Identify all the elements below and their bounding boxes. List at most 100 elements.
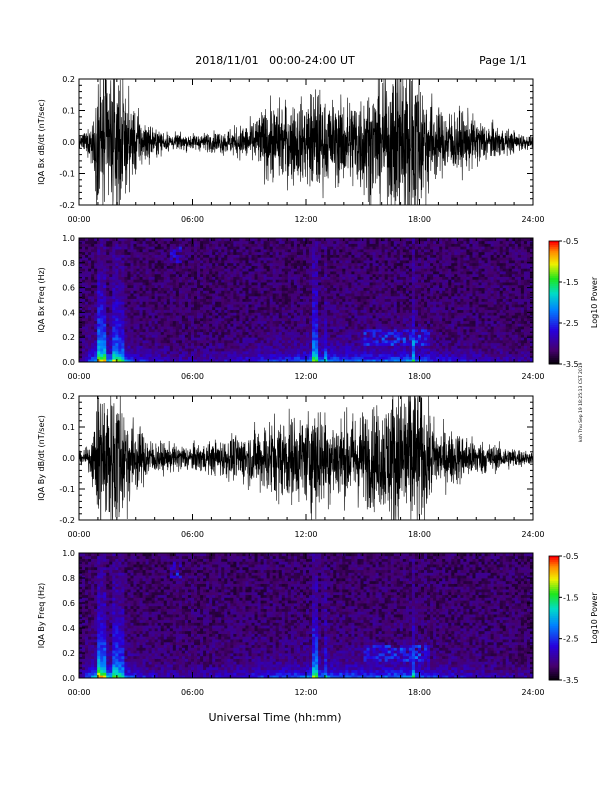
spectrogram-cell [142, 238, 146, 242]
spectrogram-cell [315, 293, 319, 297]
spectrogram-cell [118, 293, 122, 297]
spectrogram-cell [212, 284, 216, 288]
spectrogram-cell [302, 287, 307, 291]
spectrogram-cell [345, 342, 349, 346]
spectrogram-cell [106, 312, 110, 316]
spectrogram-cell [109, 257, 113, 261]
spectrogram-cell [197, 359, 201, 363]
spectrogram-cell [194, 287, 198, 291]
spectrogram-cell [236, 331, 240, 335]
spectrogram-cell [163, 279, 168, 283]
spectrogram-cell [82, 326, 86, 330]
spectrogram-cell [151, 350, 156, 355]
spectrogram-cell [172, 262, 177, 266]
spectrogram-cell [372, 298, 377, 302]
spectrogram-cell [372, 273, 377, 277]
spectrogram-cell [299, 337, 304, 341]
spectrogram-cell [203, 323, 207, 327]
spectrogram-cell [88, 249, 92, 253]
spectrogram-cell [309, 279, 313, 283]
spectrogram-cell [275, 282, 280, 286]
spectrogram-cell [157, 348, 162, 352]
spectrogram-cell [296, 265, 301, 269]
spectrogram-cell [333, 298, 337, 302]
spectrogram-cell [345, 348, 349, 352]
spectrogram-cell [97, 240, 101, 244]
spectrogram-cell [239, 306, 243, 311]
spectrogram-cell [369, 243, 373, 247]
spectrogram-cell [387, 279, 392, 283]
spectrogram-cell [124, 350, 128, 355]
spectrogram-cell [269, 315, 274, 319]
spectrogram-cell [206, 265, 210, 269]
spectrogram-cell [82, 306, 86, 311]
spectrogram-cell [290, 260, 295, 264]
spectrogram-cell [254, 342, 258, 346]
spectrogram-cell [351, 342, 355, 346]
spectrogram-cell [375, 251, 380, 255]
spectrogram-cell [142, 337, 146, 341]
spectrogram-cell [94, 320, 98, 324]
spectrogram-cell [354, 304, 358, 308]
spectrogram-cell [139, 356, 143, 360]
spectrogram-cell [336, 309, 340, 313]
spectrogram-cell [166, 301, 171, 305]
spectrogram-cell [318, 353, 322, 357]
spectrogram-cell [97, 298, 101, 302]
spectrogram-cell [142, 260, 146, 264]
spectrogram-cell [115, 254, 119, 258]
spectrogram-cell [387, 323, 392, 327]
spectrogram-cell [339, 282, 343, 286]
spectrogram-cell [357, 290, 361, 294]
spectrogram-cell [112, 323, 116, 327]
spectrogram-cell [287, 246, 292, 250]
spectrogram-cell [312, 339, 316, 344]
spectrogram-cell [148, 282, 153, 286]
spectrogram-cell [327, 279, 331, 283]
spectrogram-cell [82, 249, 86, 253]
spectrogram-cell [369, 268, 373, 272]
spectrogram-cell [100, 359, 104, 363]
spectrogram-cell [396, 257, 401, 261]
spectrogram-cell [139, 309, 143, 313]
spectrogram-cell [318, 282, 322, 286]
spectrogram-cell [281, 249, 286, 253]
spectrogram-cell [184, 304, 189, 308]
spectrogram-cell [160, 284, 165, 288]
spectrogram-cell [345, 238, 349, 242]
spectrogram-cell [227, 293, 231, 297]
spectrogram-cell [275, 359, 280, 363]
spectrogram-cell [190, 268, 195, 272]
spectrogram-cell [224, 309, 228, 313]
spectrogram-cell [387, 337, 392, 341]
spectrogram-cell [351, 240, 355, 244]
spectrogram-cell [85, 350, 89, 355]
spectrogram-cell [333, 282, 337, 286]
spectrogram-cell [142, 345, 146, 349]
spectrogram-cell [97, 315, 101, 319]
spectrogram-cell [351, 328, 355, 333]
spectrogram-cell [369, 337, 373, 341]
spectrogram-cell [260, 326, 265, 330]
spectrogram-cell [278, 295, 283, 300]
spectrogram-cell [363, 353, 367, 357]
spectrogram-cell [248, 249, 252, 253]
spectrogram-cell [402, 342, 407, 346]
spectrogram-cell [136, 320, 140, 324]
spectrogram-cell [115, 331, 119, 335]
spectrogram-cell [309, 262, 313, 266]
spectrogram-cell [399, 293, 404, 297]
spectrogram-cell [209, 306, 213, 311]
spectrogram-cell [266, 284, 271, 288]
spectrogram-cell [284, 298, 289, 302]
spectrogram-cell [336, 273, 340, 277]
spectrogram-cell [166, 268, 171, 272]
spectrogram-cell [387, 257, 392, 261]
spectrogram-cell [357, 331, 361, 335]
spectrogram-cell [166, 342, 171, 346]
spectrogram-cell [299, 243, 304, 247]
spectrogram-cell [284, 331, 289, 335]
spectrogram-cell [324, 240, 328, 244]
spectrogram-cell [287, 238, 292, 242]
spectrogram-cell [172, 350, 177, 355]
